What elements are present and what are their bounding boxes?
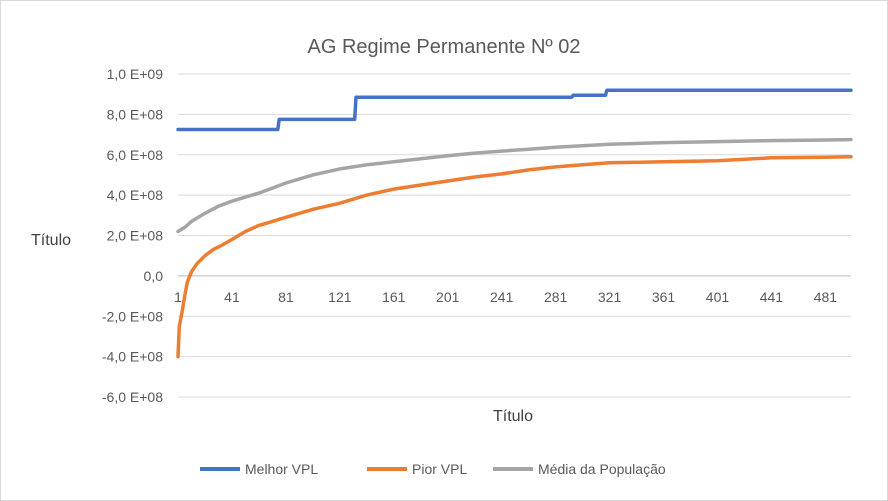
x-tick-label: 241: [490, 289, 514, 305]
series-line-melhor-vpl: [176, 88, 853, 132]
y-tick-label: 2,0 E+08: [107, 228, 164, 244]
x-tick-label: 281: [544, 289, 568, 305]
series-lines: [176, 88, 853, 359]
gridlines: [178, 73, 851, 398]
legend-label: Melhor VPL: [245, 461, 318, 477]
x-tick-label: 121: [328, 289, 352, 305]
x-tick-label: 441: [760, 289, 784, 305]
legend: Melhor VPL Pior VPL Média da População: [200, 461, 666, 477]
y-tick-label: -2,0 E+08: [102, 308, 163, 324]
y-tick-label: -4,0 E+08: [102, 349, 163, 365]
y-tick-labels: 1,0 E+09 8,0 E+08 6,0 E+08 4,0 E+08 2,0 E+08…: [102, 66, 163, 405]
series-line-m-dia-da-popula-o: [176, 137, 853, 234]
x-tick-label: 41: [224, 289, 240, 305]
x-axis-title: Título: [493, 408, 533, 425]
chart-title: AG Regime Permanente Nº 02: [308, 36, 581, 58]
y-tick-label: 4,0 E+08: [107, 187, 164, 203]
legend-label: Média da População: [538, 461, 666, 477]
x-tick-label: 1: [174, 289, 182, 305]
y-tick-label: 8,0 E+08: [107, 106, 164, 122]
y-tick-label: 6,0 E+08: [107, 147, 164, 163]
x-tick-label: 321: [598, 289, 622, 305]
legend-label: Pior VPL: [412, 461, 467, 477]
y-tick-label: 1,0 E+09: [107, 66, 164, 82]
y-axis-title: Título: [31, 232, 71, 249]
x-tick-label: 481: [814, 289, 838, 305]
x-tick-labels: 1 41 81 121 161 201 241 281 321 361 401 441 481: [174, 289, 837, 305]
x-tick-label: 161: [382, 289, 406, 305]
y-tick-label: 0,0: [144, 268, 164, 284]
x-tick-label: 361: [652, 289, 676, 305]
series-line-pior-vpl: [176, 155, 853, 359]
x-tick-label: 81: [278, 289, 294, 305]
y-tick-label: -6,0 E+08: [102, 389, 163, 405]
x-tick-label: 201: [436, 289, 460, 305]
x-tick-label: 401: [706, 289, 730, 305]
